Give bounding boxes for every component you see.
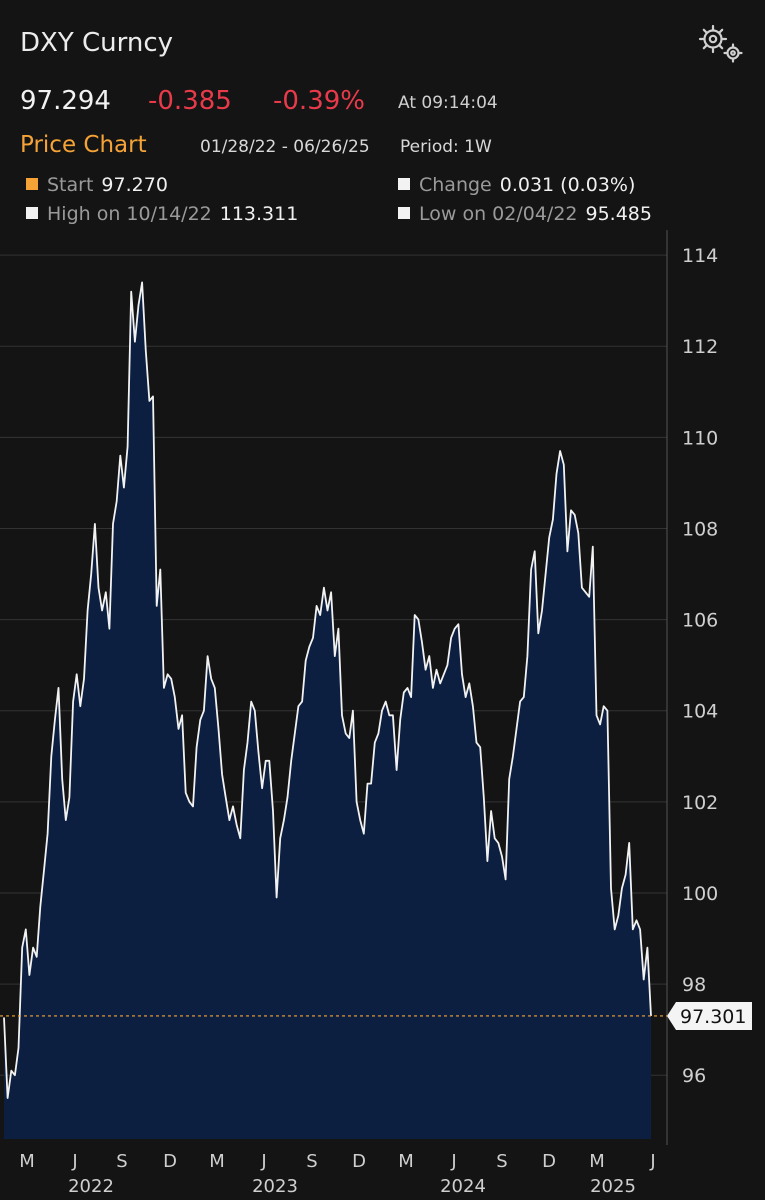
y-tick-label: 98 xyxy=(682,974,706,996)
net-change: -0.385 xyxy=(148,86,232,116)
period-selector[interactable]: Period: 1W xyxy=(400,137,492,157)
percent-change: -0.39% xyxy=(273,86,365,116)
y-tick-label: 112 xyxy=(682,336,718,358)
y-tick-label: 114 xyxy=(682,245,718,267)
y-tick-label: 110 xyxy=(682,427,718,449)
start-value: 97.270 xyxy=(101,174,168,196)
year-label: 2024 xyxy=(440,1176,486,1197)
x-tick-label: J xyxy=(450,1151,456,1172)
ticker-title: DXY Curncy xyxy=(20,28,174,58)
x-tick-label: M xyxy=(589,1151,605,1172)
high-marker-icon xyxy=(26,207,38,219)
y-tick-label: 102 xyxy=(682,792,718,814)
low-marker-icon xyxy=(398,207,410,219)
price-chart-label: Price Chart xyxy=(20,132,147,158)
x-tick-label: D xyxy=(352,1151,366,1172)
year-label: 2022 xyxy=(68,1176,114,1197)
y-tick-label: 100 xyxy=(682,883,718,905)
change-marker-icon xyxy=(398,178,410,190)
year-label: 2025 xyxy=(590,1176,636,1197)
x-tick-label: M xyxy=(209,1151,225,1172)
high-label: High on 10/14/22 xyxy=(47,203,212,225)
y-tick-label: 106 xyxy=(682,610,718,632)
x-tick-label: S xyxy=(116,1151,127,1172)
last-value-badge xyxy=(667,1001,752,1030)
stat-low: Low on 02/04/22 95.485 xyxy=(398,203,652,225)
price-chart[interactable]: 96 98 100 102 104 106 108 110 112 114 97.301 M J S D M J… xyxy=(0,230,765,1200)
x-tick-label: J xyxy=(649,1151,655,1172)
quote-time: At 09:14:04 xyxy=(398,93,498,113)
x-tick-label: M xyxy=(19,1151,35,1172)
high-value: 113.311 xyxy=(219,203,299,225)
x-tick-label: S xyxy=(306,1151,317,1172)
x-tick-label: S xyxy=(496,1151,507,1172)
stat-change: Change 0.031 (0.03%) xyxy=(398,174,635,196)
x-tick-label: J xyxy=(260,1151,266,1172)
change-label: Change xyxy=(419,174,492,196)
x-tick-label: M xyxy=(398,1151,414,1172)
gear-icon[interactable] xyxy=(696,22,746,66)
low-label: Low on 02/04/22 xyxy=(419,203,578,225)
date-range[interactable]: 01/28/22 - 06/26/25 xyxy=(200,137,370,157)
y-tick-label: 104 xyxy=(682,701,718,723)
y-tick-label: 96 xyxy=(682,1065,706,1087)
x-tick-label: D xyxy=(542,1151,556,1172)
price-area xyxy=(4,282,651,1139)
x-tick-label: D xyxy=(163,1151,177,1172)
price-line xyxy=(3,281,652,1099)
year-label: 2023 xyxy=(252,1176,298,1197)
x-tick-label: J xyxy=(71,1151,77,1172)
start-label: Start xyxy=(47,174,94,196)
last-price: 97.294 xyxy=(20,86,111,116)
change-value: 0.031 (0.03%) xyxy=(499,174,636,196)
stat-start: Start 97.270 xyxy=(26,174,168,196)
stat-high: High on 10/14/22 113.311 xyxy=(26,203,298,225)
low-value: 95.485 xyxy=(585,203,652,225)
start-marker-icon xyxy=(26,178,38,190)
y-tick-label: 108 xyxy=(682,518,718,540)
last-value-label: 97.301 xyxy=(680,1006,746,1028)
